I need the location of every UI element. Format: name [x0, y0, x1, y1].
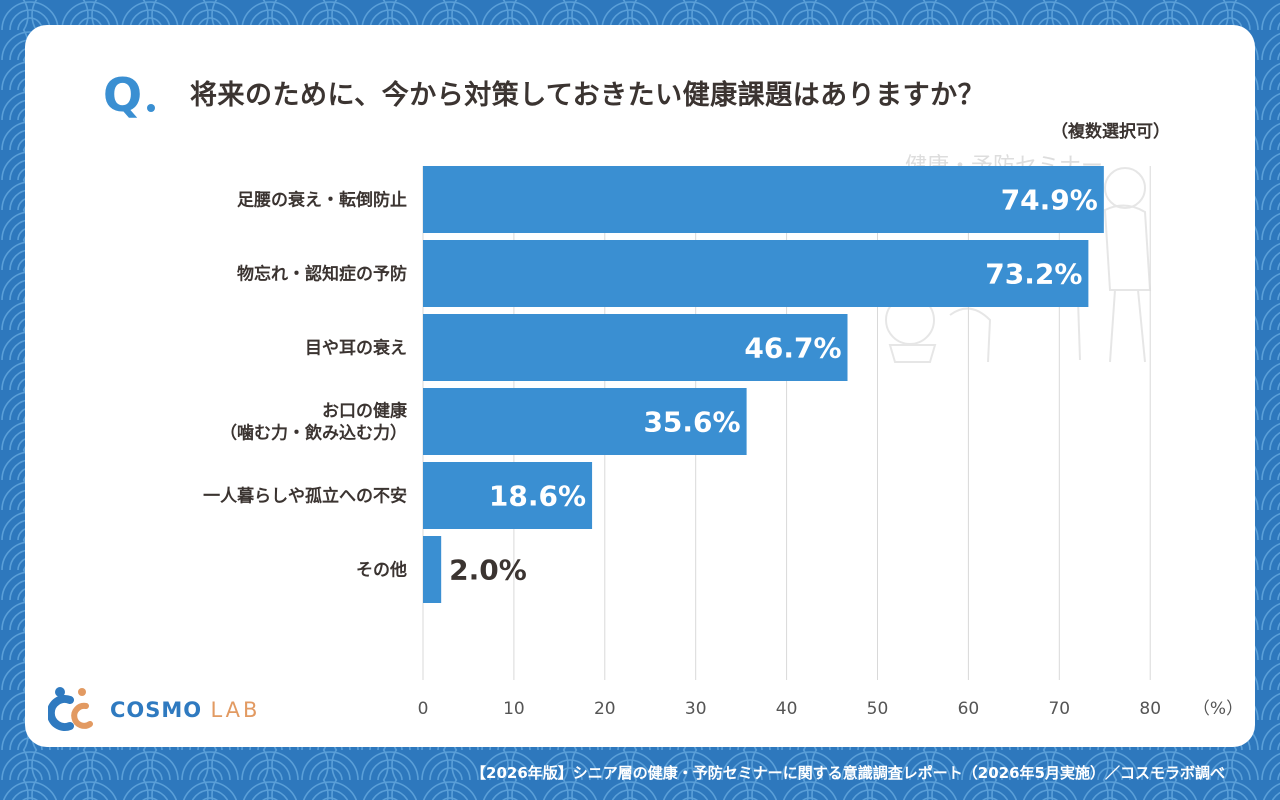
category-label: お口の健康 — [322, 401, 408, 422]
bar-value-label: 2.0% — [449, 554, 527, 587]
bar-value-label: 18.6% — [489, 480, 586, 513]
category-label: 足腰の衰え・転倒防止 — [237, 190, 407, 211]
question-title: 将来のために、今から対策しておきたい健康課題はありますか？ — [190, 80, 986, 111]
bar — [423, 166, 1104, 233]
multiple-choice-note: （複数選択可） — [1051, 122, 1170, 142]
category-label: その他 — [356, 560, 407, 581]
category-label: 物忘れ・認知症の予防 — [237, 264, 407, 285]
category-label: 一人暮らしや孤立への不安 — [203, 486, 407, 507]
x-tick-label: 0 — [418, 699, 429, 719]
x-tick-label: 10 — [503, 699, 525, 719]
logo-name: COSMO — [110, 698, 203, 722]
x-tick-label: 80 — [1139, 699, 1161, 719]
question-mark-label: Q — [103, 68, 143, 122]
bar-value-label: 35.6% — [643, 406, 740, 439]
x-tick-label: 30 — [685, 699, 707, 719]
x-tick-label: 20 — [594, 699, 616, 719]
cosmo-lab-logo-icon — [48, 687, 93, 731]
bar-value-label: 46.7% — [744, 332, 841, 365]
chart-card — [25, 25, 1255, 747]
bar — [423, 314, 848, 381]
bar — [423, 240, 1089, 307]
x-tick-label: 70 — [1048, 699, 1070, 719]
x-axis-unit: （%） — [1193, 699, 1243, 719]
bar-value-label: 74.9% — [1001, 184, 1098, 217]
bar — [423, 462, 593, 529]
x-tick-label: 60 — [958, 699, 980, 719]
question-mark-dot — [147, 104, 155, 112]
x-tick-label: 40 — [776, 699, 798, 719]
x-tick-label: 50 — [867, 699, 889, 719]
cosmo-lab-logo-text: COSMO LAB — [110, 698, 260, 722]
source-footer: 【2026年版】シニア層の健康・予防セミナーに関する意識調査レポート（2026年… — [471, 764, 1225, 782]
bar-value-label: 73.2% — [985, 258, 1082, 291]
bar — [423, 536, 442, 603]
category-label: （噛む力・飲み込む力） — [220, 423, 407, 444]
category-label: 目や耳の衰え — [305, 338, 407, 359]
logo-suffix: LAB — [210, 698, 261, 722]
bar — [423, 388, 747, 455]
